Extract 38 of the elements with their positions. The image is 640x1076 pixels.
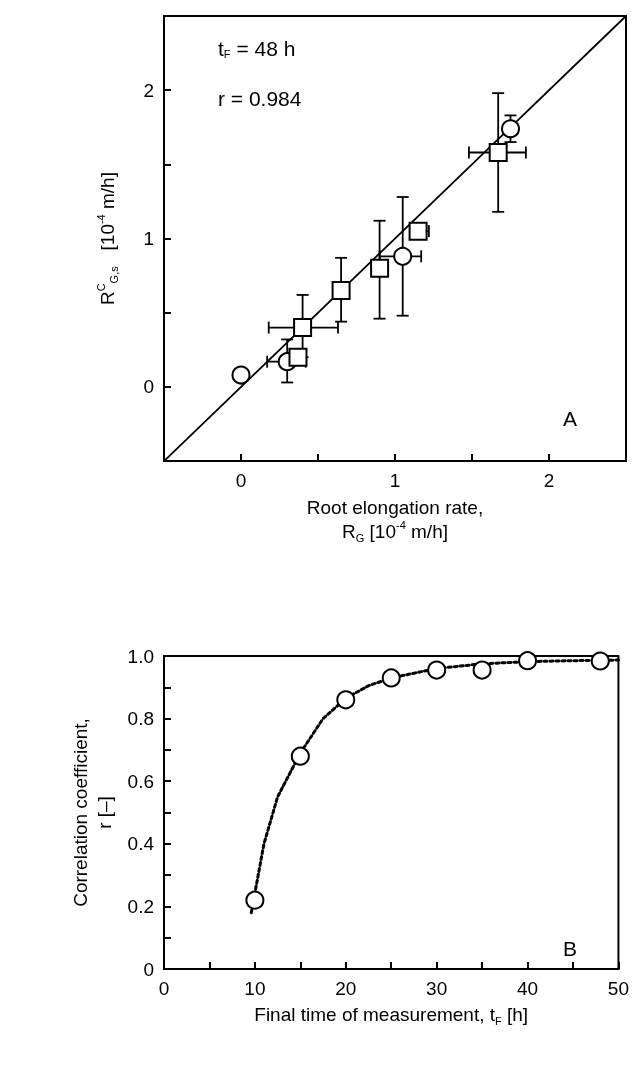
point [293, 318, 313, 338]
point [370, 258, 390, 278]
x-tick-label: 20 [335, 978, 357, 999]
x-tick-label: 2 [543, 470, 555, 492]
y-tick-label: 0.4 [127, 833, 155, 855]
x-tick-label: 1 [389, 470, 401, 492]
x-tick-label: 40 [516, 978, 539, 999]
text: RCG,s [10-4 m/h] [94, 172, 120, 306]
x-tick-label: 0 [158, 978, 170, 999]
point [290, 746, 310, 766]
x-tick-label: 0 [235, 470, 247, 492]
x-tick-label: 10 [244, 978, 266, 999]
y-tick-label: 0.8 [127, 708, 154, 730]
point [590, 651, 610, 671]
x-tick-label: 30 [426, 978, 448, 999]
y-axis-title: Correlation coefficient, r [–] [70, 718, 116, 907]
point [472, 660, 492, 680]
point [427, 660, 447, 680]
x-tick-label: 50 [607, 978, 629, 999]
point [393, 246, 413, 266]
annotation: B [563, 937, 578, 960]
point [245, 890, 265, 910]
point [518, 651, 538, 671]
point [331, 280, 351, 300]
y-tick-label: 2 [143, 79, 154, 101]
y-tick-label: 1.0 [127, 645, 154, 667]
y-tick-label: 0 [143, 376, 154, 398]
y-tick-label: 0.2 [127, 895, 154, 917]
annotation: A [563, 407, 578, 430]
point [381, 668, 401, 688]
y-tick-label: 0 [143, 958, 154, 980]
point [488, 143, 508, 162]
annotation: r = 0.984 [218, 87, 302, 110]
annotation: tF = 48 h [218, 37, 296, 60]
point [336, 690, 356, 710]
y-tick-label: 0.6 [127, 770, 154, 792]
y-tick-label: 1 [143, 228, 154, 250]
point [501, 119, 520, 139]
